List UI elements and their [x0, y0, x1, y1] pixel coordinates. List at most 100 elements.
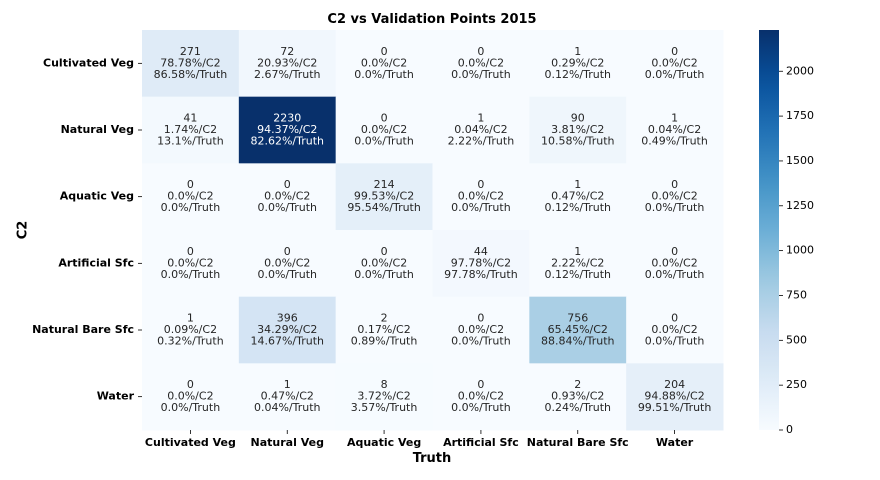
cell-pct-c2-r5-c0: 0.0%/C2	[167, 390, 213, 403]
heatmap-cell-r1-c4	[529, 96, 627, 164]
cell-pct-c2-r3-c1: 0.0%/C2	[264, 256, 310, 269]
heatmap-cell-r5-c0	[142, 363, 240, 431]
cell-count-r0-c0: 271	[180, 45, 201, 58]
y-tick-label-5: Water	[97, 390, 135, 403]
cell-count-r0-c5: 0	[671, 45, 678, 58]
cell-pct-truth-r5-c3: 0.0%/Truth	[451, 401, 511, 414]
cell-pct-c2-r3-c0: 0.0%/C2	[167, 256, 213, 269]
cell-pct-truth-r2-c5: 0.0%/Truth	[645, 201, 705, 214]
cell-pct-truth-r3-c4: 0.12%/Truth	[544, 268, 611, 281]
cell-count-r2-c0: 0	[187, 178, 194, 191]
heatmap-cell-r4-c2	[335, 296, 433, 364]
heatmap-cell-r0-c4	[529, 30, 627, 98]
heatmap-cell-r5-c2	[335, 363, 433, 431]
cell-pct-truth-r4-c3: 0.0%/Truth	[451, 335, 511, 348]
y-tick-label-0: Cultivated Veg	[43, 56, 134, 69]
y-tick-label-4: Natural Bare Sfc	[32, 323, 134, 336]
colorbar-tick-label-1: 250	[786, 378, 807, 391]
heatmap-cell-r2-c3	[432, 163, 530, 231]
y-axis-label: C2	[16, 221, 31, 240]
heatmap-cell-r1-c3	[432, 96, 530, 164]
heatmap-cell-r0-c1	[238, 30, 337, 98]
heatmap-cells	[142, 30, 724, 431]
y-tick-label-3: Artificial Sfc	[58, 256, 134, 269]
heatmap-cell-r4-c0	[142, 296, 240, 364]
colorbar-tick-label-6: 1500	[786, 154, 814, 167]
colorbar-tick-label-3: 750	[786, 288, 807, 301]
cell-pct-truth-r4-c2: 0.89%/Truth	[351, 335, 418, 348]
cell-pct-c2-r2-c1: 0.0%/C2	[264, 190, 310, 203]
cell-pct-truth-r4-c4: 88.84%/Truth	[541, 335, 615, 348]
cell-pct-c2-r5-c4: 0.93%/C2	[551, 390, 604, 403]
cell-count-r0-c4: 1	[574, 45, 581, 58]
cell-pct-c2-r5-c5: 94.88%/C2	[644, 390, 704, 403]
cell-count-r0-c1: 72	[280, 45, 294, 58]
cell-pct-c2-r2-c5: 0.0%/C2	[651, 190, 697, 203]
heatmap-cell-r1-c0	[142, 96, 240, 164]
heatmap-cell-r0-c3	[432, 30, 530, 98]
heatmap-cell-r2-c0	[142, 163, 240, 231]
heatmap-cell-r5-c4	[529, 363, 627, 431]
cell-pct-c2-r5-c2: 3.72%/C2	[357, 390, 410, 403]
heatmap-cell-r3-c5	[626, 230, 724, 298]
colorbar	[759, 30, 779, 430]
cell-count-r3-c4: 1	[574, 245, 581, 258]
cell-pct-c2-r2-c4: 0.47%/C2	[551, 190, 604, 203]
cell-pct-c2-r0-c2: 0.0%/C2	[361, 56, 407, 69]
heatmap-cell-r0-c0	[142, 30, 240, 98]
cell-count-r2-c5: 0	[671, 178, 678, 191]
cell-count-r5-c0: 0	[187, 378, 194, 391]
x-axis-label: Truth	[413, 451, 452, 466]
cell-pct-c2-r4-c3: 0.0%/C2	[458, 323, 504, 336]
cell-pct-truth-r3-c3: 97.78%/Truth	[444, 268, 518, 281]
cell-pct-c2-r0-c3: 0.0%/C2	[458, 56, 504, 69]
x-axis-ticks: Cultivated Veg Natural Veg Aquatic Veg Arti…	[145, 430, 694, 449]
cell-pct-truth-r1-c4: 10.58%/Truth	[541, 135, 615, 148]
cell-count-r5-c3: 0	[477, 378, 484, 391]
heatmap-cell-r0-c5	[626, 30, 724, 98]
cell-pct-truth-r0-c5: 0.0%/Truth	[645, 68, 705, 81]
cell-count-r4-c2: 2	[381, 312, 388, 325]
cell-pct-truth-r5-c4: 0.24%/Truth	[544, 401, 611, 414]
y-tick-label-1: Natural Veg	[61, 123, 134, 136]
cell-count-r1-c5: 1	[671, 112, 678, 125]
x-tick-label-5: Water	[656, 436, 694, 449]
cell-count-r2-c3: 0	[477, 178, 484, 191]
heatmap-cell-r2-c1	[238, 163, 337, 231]
cell-pct-truth-r3-c1: 0.0%/Truth	[257, 268, 317, 281]
heatmap-cell-labels: 27178.78%/C286.58%/Truth7220.93%/C22.67%…	[154, 45, 712, 414]
cell-pct-truth-r1-c5: 0.49%/Truth	[641, 135, 708, 148]
cell-pct-c2-r3-c2: 0.0%/C2	[361, 256, 407, 269]
chart-title: C2 vs Validation Points 2015	[327, 12, 536, 27]
cell-pct-truth-r5-c2: 3.57%/Truth	[351, 401, 418, 414]
cell-count-r4-c4: 756	[567, 312, 588, 325]
cell-pct-truth-r0-c0: 86.58%/Truth	[154, 68, 228, 81]
cell-pct-c2-r0-c5: 0.0%/C2	[651, 56, 697, 69]
heatmap-cell-r4-c5	[626, 296, 724, 364]
cell-count-r0-c2: 0	[381, 45, 388, 58]
heatmap-cell-r2-c4	[529, 163, 627, 231]
cell-pct-c2-r1-c2: 0.0%/C2	[361, 123, 407, 136]
heatmap-cell-r4-c1	[238, 296, 337, 364]
cell-count-r1-c0: 41	[183, 112, 197, 125]
heatmap-cell-r2-c2	[335, 163, 433, 231]
cell-pct-c2-r2-c3: 0.0%/C2	[458, 190, 504, 203]
cell-pct-c2-r1-c0: 1.74%/C2	[164, 123, 217, 136]
cell-pct-truth-r4-c5: 0.0%/Truth	[645, 335, 705, 348]
cell-count-r2-c2: 214	[374, 178, 395, 191]
y-axis-ticks: Cultivated Veg Natural Veg Aquatic Veg Arti…	[32, 56, 142, 403]
cell-count-r2-c1: 0	[284, 178, 291, 191]
y-tick-label-2: Aquatic Veg	[60, 190, 134, 203]
cell-count-r0-c3: 0	[477, 45, 484, 58]
heatmap-cell-r5-c3	[432, 363, 530, 431]
cell-pct-truth-r0-c1: 2.67%/Truth	[254, 68, 321, 81]
cell-count-r5-c5: 204	[664, 378, 685, 391]
cell-pct-truth-r3-c2: 0.0%/Truth	[354, 268, 414, 281]
cell-pct-truth-r0-c4: 0.12%/Truth	[544, 68, 611, 81]
cell-count-r2-c4: 1	[574, 178, 581, 191]
colorbar-tick-label-5: 1250	[786, 199, 814, 212]
colorbar-tick-label-4: 1000	[786, 244, 814, 257]
cell-pct-truth-r0-c2: 0.0%/Truth	[354, 68, 414, 81]
cell-count-r3-c2: 0	[381, 245, 388, 258]
